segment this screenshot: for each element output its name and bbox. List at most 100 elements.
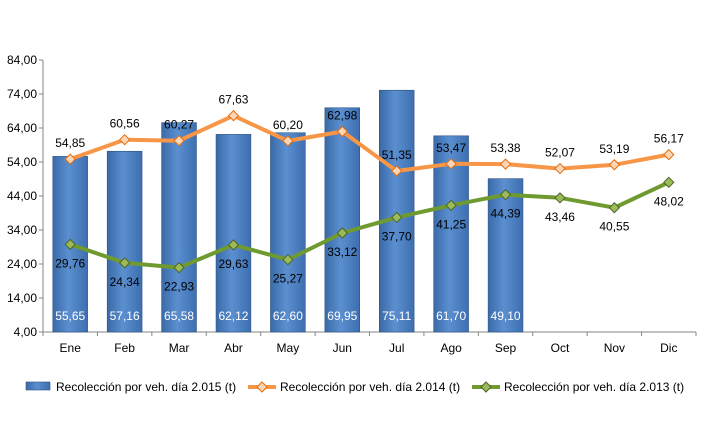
- bar-series-2015: [52, 89, 524, 333]
- series-2014-point: [173, 134, 185, 147]
- series-2014-point: [64, 153, 76, 165]
- series-2014-data-label: 56,17: [654, 132, 684, 146]
- y-tick-label: 74,00: [7, 87, 37, 101]
- legend-label: Recolección por veh. día 2.014 (t): [280, 380, 460, 394]
- line-series: [64, 109, 675, 274]
- series-2014-data-label: 51,35: [382, 148, 412, 162]
- bar-data-label: 62,60: [273, 309, 303, 323]
- series-2014-point: [608, 159, 621, 171]
- bar: [161, 122, 197, 333]
- legend: Recolección por veh. día 2.015 (t) Recole…: [25, 380, 684, 394]
- data-labels: 55,65 57,16 65,58 62,12 62,60 69,95 75,11 61,70…: [55, 93, 684, 323]
- series-2014-data-label: 62,98: [327, 108, 357, 122]
- series-2013-point: [608, 202, 621, 214]
- y-tick-label: 84,00: [7, 53, 37, 67]
- series-2014-data-label: 53,47: [436, 141, 466, 155]
- series-2013-data-label: 22,93: [164, 280, 194, 294]
- bar: [487, 178, 524, 333]
- legend-label: Recolección por veh. día 2.013 (t): [504, 380, 684, 394]
- series-2014-point: [118, 133, 131, 146]
- series-2013-point: [173, 261, 185, 274]
- x-tick-label: Jul: [389, 341, 404, 355]
- x-tick-label: Feb: [114, 341, 135, 355]
- series-2014-data-label: 60,20: [273, 118, 303, 132]
- series-2014-data-label: 53,19: [599, 142, 629, 156]
- series-2013-data-label: 29,76: [55, 256, 85, 270]
- series-2013-point: [499, 188, 512, 201]
- series-2013-point: [663, 176, 675, 189]
- series-2014-point: [554, 162, 566, 175]
- series-2014-data-label: 53,38: [491, 141, 521, 155]
- legend-marker: [256, 381, 268, 393]
- bar: [324, 107, 361, 333]
- x-tick-label: Dic: [660, 341, 677, 355]
- bar: [270, 132, 306, 333]
- series-2013-point: [445, 199, 457, 212]
- series-2013-data-label: 33,12: [327, 245, 357, 259]
- series-2013-data-label: 40,55: [599, 220, 629, 234]
- bar-data-label: 57,16: [110, 309, 140, 323]
- series-2013-data-label: 29,63: [218, 257, 248, 271]
- x-tick-label: Nov: [604, 341, 625, 355]
- axes: 4,00 14,00 24,00 34,00 44,00 54,00 64,00 74,00 8…: [7, 53, 697, 355]
- series-2013-point: [554, 192, 566, 204]
- y-tick-label: 34,00: [7, 223, 37, 237]
- series-2013-data-label: 37,70: [382, 229, 412, 243]
- x-tick-label: May: [277, 341, 300, 355]
- series-2014-data-label: 54,85: [55, 136, 85, 150]
- series-2014-point: [391, 165, 403, 177]
- series-2013-data-label: 48,02: [654, 194, 684, 208]
- y-tick-label: 24,00: [7, 257, 37, 271]
- series-2013-data-label: 43,46: [545, 210, 575, 224]
- series-2014-data-label: 67,63: [218, 93, 248, 107]
- bar: [215, 134, 252, 333]
- series-2013-data-label: 41,25: [436, 217, 466, 231]
- y-tick-label: 44,00: [7, 189, 37, 203]
- bar-data-label: 49,10: [491, 309, 521, 323]
- series-2014-point: [336, 125, 348, 138]
- x-tick-label: Mar: [169, 341, 190, 355]
- legend-marker: [480, 381, 492, 393]
- series-2013-point: [391, 211, 403, 224]
- series-2013-point: [118, 257, 131, 269]
- legend-swatch: [25, 381, 51, 391]
- series-2013-point: [64, 238, 76, 251]
- bar-data-label: 55,65: [55, 309, 85, 323]
- bar-data-label: 65,58: [164, 309, 194, 323]
- series-2014-data-label: 52,07: [545, 146, 575, 160]
- bar: [106, 150, 143, 333]
- series-2013-line: [68, 180, 671, 270]
- series-2014-data-label: 60,27: [164, 118, 194, 132]
- bar-data-label: 62,12: [218, 309, 248, 323]
- x-tick-label: Ago: [440, 341, 462, 355]
- y-tick-label: 54,00: [7, 155, 37, 169]
- series-2014-point: [227, 109, 240, 122]
- bar-data-label: 75,11: [382, 309, 411, 323]
- bar-data-label: 69,95: [327, 309, 357, 323]
- y-tick-label: 4,00: [14, 325, 38, 339]
- series-2013-point: [227, 239, 240, 251]
- x-tick-label: Oct: [551, 341, 570, 355]
- series-2013-point: [282, 253, 294, 266]
- x-tick-label: Abr: [224, 341, 243, 355]
- y-tick-label: 14,00: [7, 291, 37, 305]
- legend-label: Recolección por veh. día 2.015 (t): [56, 380, 236, 394]
- x-tick-label: Jun: [333, 341, 352, 355]
- y-tick-label: 64,00: [7, 121, 37, 135]
- series-2014-point: [499, 158, 512, 170]
- series-2014-line: [68, 113, 671, 173]
- x-tick-label: Sep: [495, 341, 517, 355]
- legend-item: Recolección por veh. día 2.013 (t): [472, 380, 684, 394]
- bar: [378, 89, 415, 333]
- legend-item: Recolección por veh. día 2.015 (t): [25, 380, 236, 394]
- series-2014-point: [663, 148, 675, 161]
- series-2014-point: [445, 158, 457, 170]
- series-2014-point: [282, 135, 294, 147]
- legend-item: Recolección por veh. día 2.014 (t): [248, 380, 460, 394]
- series-2013-data-label: 24,34: [110, 275, 140, 289]
- bar-data-label: 61,70: [436, 309, 466, 323]
- series-2013-data-label: 25,27: [273, 272, 303, 286]
- series-2013-point: [336, 227, 348, 239]
- series-2013-data-label: 44,39: [491, 207, 521, 221]
